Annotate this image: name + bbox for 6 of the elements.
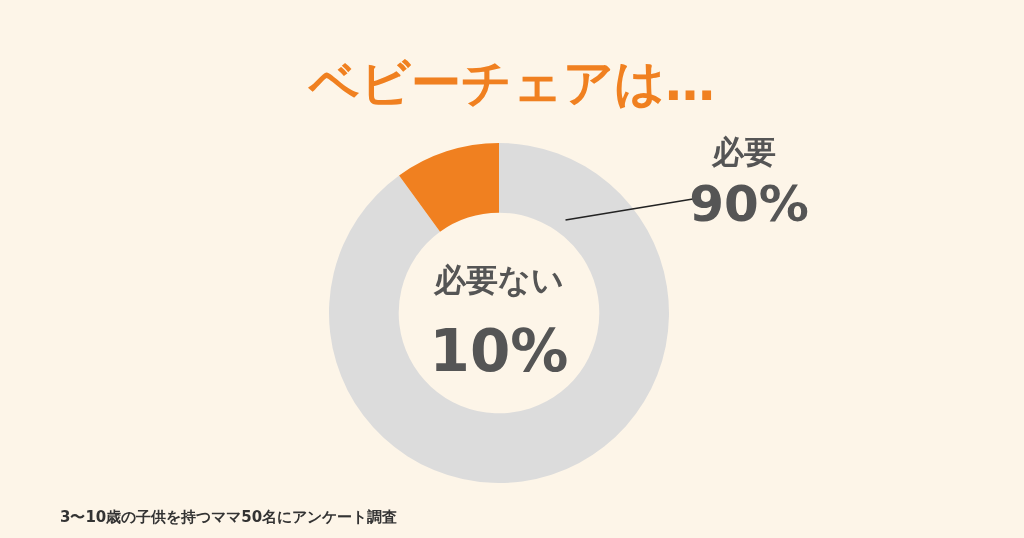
slice-label: 必要 [711, 133, 776, 171]
chart-title: ベビーチェアは… [307, 53, 716, 114]
text: 3〜10歳の子供を持つママ50名にアンケート調査 [60, 508, 398, 527]
slice-label: 必要ない [433, 261, 564, 299]
data-label: 10% [429, 317, 569, 385]
data-label: 90% [689, 175, 809, 233]
